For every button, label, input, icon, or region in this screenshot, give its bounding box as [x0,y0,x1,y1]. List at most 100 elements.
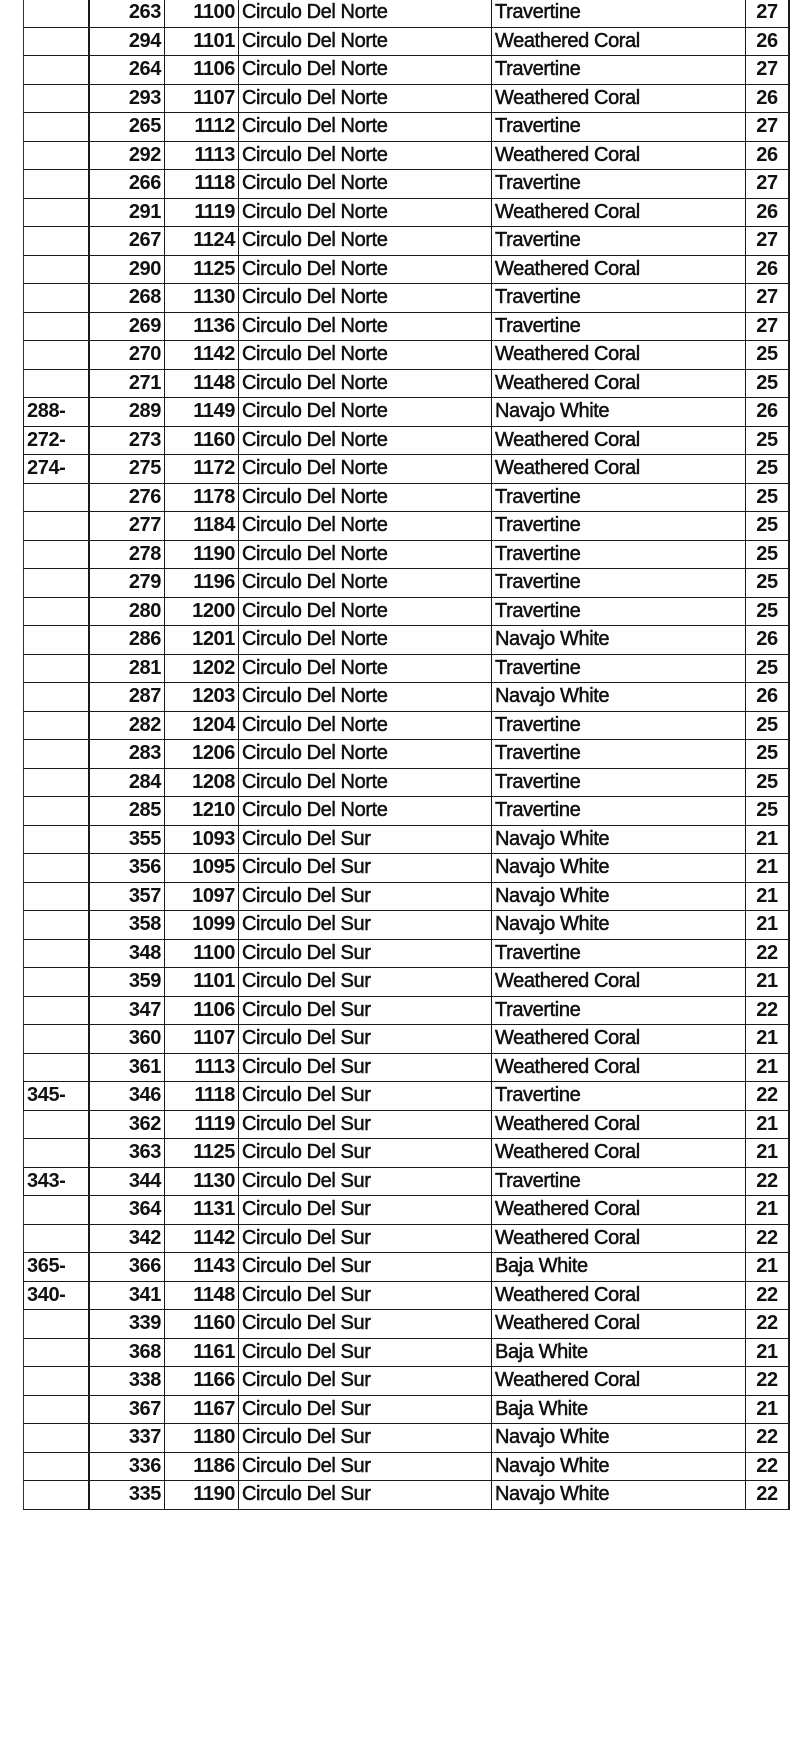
lot-reference-cell: 345- [23,1081,90,1111]
plan-number-cell: 21 [745,1337,790,1367]
plan-number-cell: 27 [745,112,790,142]
house-number-cell: 1160 [164,1309,239,1339]
lot-number-cell: 344 [88,1166,165,1196]
street-name-cell: Circulo Del Norte [238,653,492,683]
table-row: 357 1097 Circulo Del Sur Navajo White 21 [23,881,790,911]
table-row: 365- 366 1143 Circulo Del Sur Baja White 21 [23,1252,790,1282]
paint-color-cell: Travertine [491,710,746,740]
house-number-cell: 1136 [164,311,239,341]
lot-number-cell: 367 [88,1394,165,1424]
table-row: 280 1200 Circulo Del Norte Travertine 25 [23,596,790,626]
house-number-cell: 1166 [164,1366,239,1396]
house-number-cell: 1142 [164,1223,239,1253]
lot-number-cell: 282 [88,710,165,740]
street-name-cell: Circulo Del Sur [238,1081,492,1111]
house-number-cell: 1130 [164,283,239,313]
plan-number-cell: 22 [745,1081,790,1111]
street-name-cell: Circulo Del Norte [238,425,492,455]
lot-reference-cell [23,881,90,911]
plan-number-cell: 25 [745,425,790,455]
lot-reference-cell [23,112,90,142]
plan-number-cell: 22 [745,1366,790,1396]
lot-reference-cell [23,1223,90,1253]
lot-reference-cell [23,482,90,512]
street-name-cell: Circulo Del Norte [238,397,492,427]
street-name-cell: Circulo Del Norte [238,682,492,712]
street-name-cell: Circulo Del Sur [238,1423,492,1453]
lot-number-cell: 341 [88,1280,165,1310]
plan-number-cell: 21 [745,1138,790,1168]
house-number-cell: 1124 [164,226,239,256]
house-number-cell: 1208 [164,767,239,797]
plan-number-cell: 25 [745,767,790,797]
lot-number-cell: 264 [88,55,165,85]
lot-number-cell: 270 [88,340,165,370]
street-name-cell: Circulo Del Norte [238,55,492,85]
street-name-cell: Circulo Del Sur [238,1309,492,1339]
paint-color-cell: Weathered Coral [491,1366,746,1396]
street-name-cell: Circulo Del Norte [238,511,492,541]
table-row: 271 1148 Circulo Del Norte Weathered Coral 2… [23,368,790,398]
paint-color-cell: Navajo White [491,625,746,655]
table-row: 362 1119 Circulo Del Sur Weathered Coral 21 [23,1109,790,1139]
lot-reference-cell [23,710,90,740]
plan-number-cell: 21 [745,1024,790,1054]
lot-number-cell: 338 [88,1366,165,1396]
house-number-cell: 1203 [164,682,239,712]
lot-reference-cell [23,995,90,1025]
paint-color-cell: Travertine [491,653,746,683]
plan-number-cell: 22 [745,1280,790,1310]
table-row: 339 1160 Circulo Del Sur Weathered Coral 22 [23,1309,790,1339]
plan-number-cell: 26 [745,197,790,227]
house-number-cell: 1184 [164,511,239,541]
table-row: 285 1210 Circulo Del Norte Travertine 25 [23,796,790,826]
plan-number-cell: 21 [745,967,790,997]
paint-color-cell: Weathered Coral [491,1223,746,1253]
lot-number-cell: 266 [88,169,165,199]
lot-reference-cell [23,568,90,598]
plan-number-cell: 25 [745,368,790,398]
lot-color-table: 263 1100 Circulo Del Norte Travertine 27 294 1… [23,0,790,1510]
street-name-cell: Circulo Del Norte [238,454,492,484]
lot-reference-cell: 274- [23,454,90,484]
plan-number-cell: 27 [745,55,790,85]
lot-reference-cell [23,26,90,56]
table-row: 283 1206 Circulo Del Norte Travertine 25 [23,739,790,769]
table-row: 272- 273 1160 Circulo Del Norte Weathered Co… [23,425,790,455]
house-number-cell: 1131 [164,1195,239,1225]
house-number-cell: 1149 [164,397,239,427]
plan-number-cell: 25 [745,710,790,740]
plan-number-cell: 21 [745,1109,790,1139]
plan-number-cell: 22 [745,1309,790,1339]
lot-number-cell: 294 [88,26,165,56]
paint-color-cell: Weathered Coral [491,1280,746,1310]
house-number-cell: 1107 [164,83,239,113]
house-number-cell: 1172 [164,454,239,484]
paint-color-cell: Weathered Coral [491,26,746,56]
house-number-cell: 1101 [164,26,239,56]
paint-color-cell: Navajo White [491,397,746,427]
lot-number-cell: 267 [88,226,165,256]
house-number-cell: 1190 [164,1480,239,1510]
table-row: 266 1118 Circulo Del Norte Travertine 27 [23,169,790,199]
lot-number-cell: 269 [88,311,165,341]
lot-reference-cell [23,254,90,284]
house-number-cell: 1125 [164,1138,239,1168]
house-number-cell: 1143 [164,1252,239,1282]
table-row: 268 1130 Circulo Del Norte Travertine 27 [23,283,790,313]
plan-number-cell: 25 [745,340,790,370]
table-row: 264 1106 Circulo Del Norte Travertine 27 [23,55,790,85]
paint-color-cell: Travertine [491,596,746,626]
lot-reference-cell: 340- [23,1280,90,1310]
lot-number-cell: 368 [88,1337,165,1367]
lot-number-cell: 281 [88,653,165,683]
house-number-cell: 1196 [164,568,239,598]
house-number-cell: 1200 [164,596,239,626]
plan-number-cell: 26 [745,140,790,170]
street-name-cell: Circulo Del Norte [238,739,492,769]
lot-reference-cell [23,682,90,712]
paint-color-cell: Weathered Coral [491,254,746,284]
table-row: 337 1180 Circulo Del Sur Navajo White 22 [23,1423,790,1453]
plan-number-cell: 26 [745,26,790,56]
plan-number-cell: 22 [745,1223,790,1253]
